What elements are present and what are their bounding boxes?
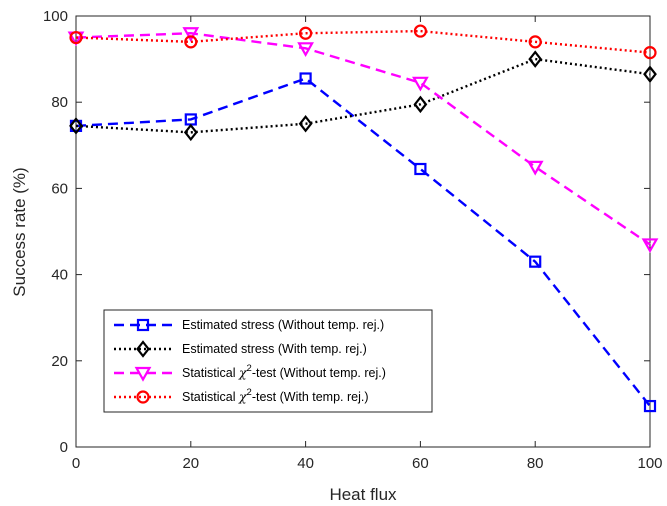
legend-label-text: Estimated stress (With temp. rej.)	[182, 342, 367, 356]
legend-label-text: Estimated stress (Without temp. rej.)	[182, 318, 384, 332]
legend-label-symbol: χ	[238, 389, 248, 404]
y-tick-label: 40	[51, 267, 68, 284]
legend-label: Estimated stress (Without temp. rej.)	[182, 318, 384, 332]
x-tick-label: 80	[527, 455, 544, 472]
data-point-marker	[412, 76, 429, 92]
data-point-marker	[643, 65, 657, 83]
data-point-marker	[298, 114, 313, 133]
x-tick-label: 60	[412, 455, 429, 472]
data-point-marker	[643, 399, 657, 413]
data-point-marker	[526, 160, 544, 176]
x-tick-label: 40	[297, 455, 314, 472]
y-tick-label: 0	[60, 439, 68, 456]
data-point-marker	[641, 238, 659, 254]
plot-frame	[75, 15, 651, 448]
data-point-marker	[184, 35, 198, 49]
series-4	[69, 24, 657, 60]
data-point-marker	[529, 255, 542, 268]
x-axis: 0 20 40 60 80 100	[72, 16, 663, 472]
series-3	[67, 27, 659, 254]
data-point-marker	[528, 50, 543, 68]
legend-label-text: -test (Without temp. rej.)	[252, 366, 386, 380]
legend-label-text: -test (With temp. rej.)	[252, 390, 369, 404]
data-point-marker	[528, 35, 542, 49]
legend-entry: Statistical χ2-test (Without temp. rej.)	[114, 363, 386, 382]
data-point-marker	[414, 162, 427, 176]
legend-label-superscript: 2	[247, 363, 252, 374]
x-tick-label: 20	[182, 455, 199, 472]
y-axis-label: Success rate (%)	[10, 167, 29, 296]
series-line	[75, 32, 651, 246]
y-tick-label: 100	[43, 8, 68, 25]
x-tick-label: 100	[637, 455, 662, 472]
legend-box	[103, 309, 433, 413]
data-point-marker	[182, 27, 200, 42]
y-tick-label: 60	[51, 180, 68, 197]
legend-label: Estimated stress (With temp. rej.)	[182, 342, 367, 356]
data-point-marker	[413, 95, 428, 114]
legend-label-symbol: χ	[238, 365, 248, 380]
y-tick-label: 80	[51, 94, 68, 111]
legend-entry: Estimated stress (With temp. rej.)	[114, 340, 367, 358]
series-line	[75, 77, 651, 407]
y-axis: 0 20 40 60 80 100	[43, 8, 650, 456]
x-tick-label: 0	[72, 455, 80, 472]
plot-area	[75, 15, 651, 448]
series-line	[75, 29, 651, 54]
legend-label: Statistical χ2-test (With temp. rej.)	[182, 387, 369, 404]
series-line	[75, 57, 651, 134]
data-point-marker	[299, 26, 313, 40]
legend-marker	[134, 366, 152, 382]
legend-label-text: Statistical	[182, 366, 239, 380]
legend-label-text: Statistical	[182, 390, 239, 404]
legend: Estimated stress (Without temp. rej.) Est…	[103, 309, 433, 413]
data-point-marker	[299, 72, 312, 85]
x-axis-label: Heat flux	[329, 485, 397, 504]
legend-entry: Statistical χ2-test (With temp. rej.)	[114, 387, 369, 404]
data-point-marker	[69, 117, 83, 135]
legend-marker	[136, 340, 150, 358]
y-tick-label: 20	[51, 353, 68, 370]
data-point-marker	[413, 24, 427, 38]
legend-label-superscript: 2	[247, 387, 252, 398]
legend-marker	[136, 318, 150, 332]
series-layer	[67, 24, 659, 413]
data-point-marker	[69, 30, 83, 45]
data-point-marker	[297, 42, 314, 58]
series-2	[69, 50, 657, 142]
data-point-marker	[183, 123, 198, 142]
data-point-marker	[643, 46, 657, 60]
legend-entry: Estimated stress (Without temp. rej.)	[114, 318, 384, 332]
legend-marker	[136, 390, 150, 404]
legend-label: Statistical χ2-test (Without temp. rej.)	[182, 363, 386, 380]
